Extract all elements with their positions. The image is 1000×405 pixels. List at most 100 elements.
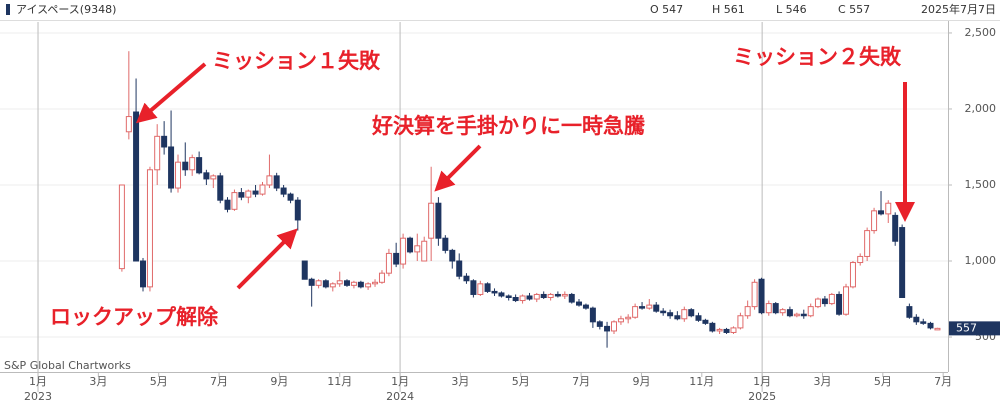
candle-body — [245, 190, 252, 198]
x-tick-label: 7月 — [210, 375, 228, 388]
candle-body — [428, 202, 435, 239]
x-tick-label: 11月 — [327, 375, 352, 388]
candle-body — [308, 278, 315, 286]
y-tick-label: 2,000 — [965, 102, 997, 115]
candle-body — [365, 283, 372, 288]
x-tick-label: 7月 — [572, 375, 590, 388]
candle-body — [252, 190, 259, 195]
candle-body — [751, 281, 758, 308]
candle-body — [231, 192, 238, 210]
candle-body — [350, 281, 357, 286]
candle-body — [118, 184, 125, 270]
candle-body — [273, 175, 280, 189]
candle-body — [146, 169, 153, 288]
candle-body — [329, 283, 336, 288]
x-tick-label: 9月 — [632, 375, 650, 388]
candle-body — [259, 184, 266, 195]
candle-body — [786, 309, 793, 317]
candle-body — [568, 293, 575, 303]
candle-body — [934, 327, 941, 331]
candle-body — [723, 328, 730, 333]
x-tick-label: 3月 — [451, 375, 469, 388]
candle-body — [322, 280, 329, 288]
candle-body — [519, 295, 526, 302]
candle-body — [238, 192, 245, 198]
candle-body — [688, 309, 695, 317]
candle-body — [716, 328, 723, 332]
candle-body — [189, 157, 196, 171]
candle-body — [512, 296, 519, 302]
candle-body — [470, 280, 477, 295]
candle-body — [554, 293, 561, 297]
candle-body — [744, 306, 751, 317]
candle-body — [765, 303, 772, 314]
header-high: H 561 — [712, 3, 745, 16]
candle-body — [287, 193, 294, 201]
candle-body — [709, 322, 716, 332]
candle-body — [589, 307, 596, 323]
candle-body — [793, 313, 800, 317]
candle-body — [617, 318, 624, 323]
header-date: 2025年7月7日 — [921, 2, 996, 16]
candle-body — [477, 283, 484, 295]
candle-body — [140, 260, 147, 288]
candle-body — [885, 202, 892, 215]
header-low: L 546 — [776, 3, 807, 16]
candle-body — [575, 301, 582, 306]
candle-body — [857, 255, 864, 264]
x-tick-label: 5月 — [874, 375, 892, 388]
annotation: 好決算を手掛かりに一時急騰 — [371, 114, 646, 138]
candle-body — [414, 245, 421, 253]
candle-body — [266, 175, 273, 186]
candle-body — [484, 283, 491, 292]
candle-body — [498, 292, 505, 297]
candle-body — [646, 304, 653, 309]
candle-body — [435, 202, 442, 239]
x-tick-label: 3月 — [89, 375, 107, 388]
candle-body — [526, 295, 533, 300]
candle-body — [505, 295, 512, 298]
candle-body — [582, 304, 589, 309]
candle-body — [695, 315, 702, 321]
candle-body — [336, 280, 343, 285]
candle-body — [836, 293, 843, 315]
last-price-badge — [949, 321, 1000, 336]
candle-body — [604, 325, 611, 332]
candle-body — [610, 321, 617, 332]
year-label: 2025 — [748, 390, 776, 403]
candle-body — [920, 321, 927, 324]
candle-body — [540, 293, 547, 298]
annotation-arrow — [434, 144, 482, 192]
candle-body — [294, 199, 301, 221]
candle-body — [772, 303, 779, 314]
candle-body — [927, 322, 934, 329]
candle-body — [779, 309, 786, 314]
x-tick-label: 1月 — [29, 375, 47, 388]
candle-body — [702, 319, 709, 324]
candle-body — [906, 306, 913, 318]
candle-body — [828, 293, 835, 305]
candle-body — [892, 214, 899, 242]
candle-body — [125, 116, 132, 133]
candle-body — [421, 240, 428, 262]
annotation-arrow — [135, 62, 207, 124]
candle-body — [217, 175, 224, 201]
x-tick-label: 3月 — [813, 375, 831, 388]
candle-body — [758, 278, 765, 314]
x-tick-label: 1月 — [753, 375, 771, 388]
candle-body — [372, 281, 379, 285]
candle-body — [899, 227, 906, 298]
last-price-label: 557 — [956, 321, 977, 334]
candle-body — [385, 252, 392, 274]
year-label: 2023 — [24, 390, 52, 403]
candle-body — [210, 175, 217, 180]
candle-body — [681, 309, 688, 320]
candle-body — [800, 313, 807, 317]
candle-body — [737, 315, 744, 329]
candle-body — [561, 293, 568, 297]
candle-body — [175, 161, 182, 189]
candle-body — [301, 260, 308, 280]
candle-body — [378, 272, 385, 283]
candle-body — [407, 237, 414, 253]
